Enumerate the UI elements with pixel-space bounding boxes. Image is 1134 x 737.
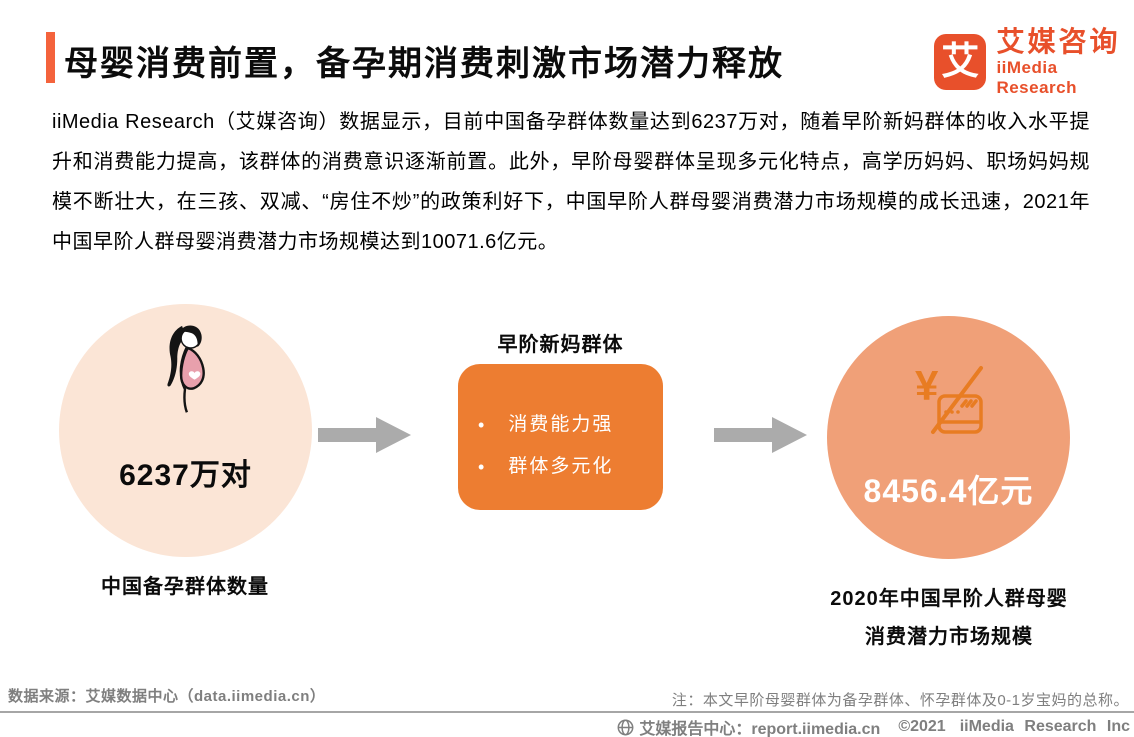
copyright-year: ©2021	[898, 718, 946, 735]
page-title: 母婴消费前置，备孕期消费刺激市场潜力释放	[64, 45, 784, 83]
yuan-credit-card-icon: ¥	[915, 364, 983, 434]
bullet-list: • 消费能力强 • 群体多元化	[458, 364, 663, 488]
logo-name-en: iiMedia Research	[996, 57, 1077, 97]
logo-mark-glyph: 艾	[941, 41, 980, 84]
globe-icon	[617, 719, 634, 736]
bullet-label: 消费能力强	[508, 414, 614, 435]
iimedia-logo-icon: 艾	[934, 34, 987, 91]
bullet-item: • 消费能力强	[478, 404, 663, 446]
data-source: 数据来源：艾媒数据中心（data.iimedia.cn）	[8, 688, 326, 705]
right-stat-label-line2: 消费潜力市场规模	[865, 626, 1033, 648]
middle-bullet-box: • 消费能力强 • 群体多元化	[458, 364, 663, 510]
bullet-label: 群体多元化	[508, 456, 614, 477]
yuan-symbol: ¥	[915, 364, 939, 409]
pregnant-woman-icon	[167, 325, 205, 413]
logo-name-cn: 艾媒咨询	[996, 26, 1121, 57]
iimedia-logo: 艾 艾媒咨询 iiMedia Research	[934, 26, 1134, 98]
logo-text: 艾媒咨询 iiMedia Research	[996, 26, 1134, 98]
right-stat-label: 2020年中国早阶人群母婴 消费潜力市场规模	[798, 580, 1100, 656]
right-arrow-icon	[714, 417, 807, 453]
right-stat-circle: ¥ 8456.4亿元	[827, 316, 1070, 559]
footer-line: 艾媒报告中心：report.iimedia.cn ©2021 iiMedia R…	[617, 715, 1130, 737]
bullet-dot: •	[478, 415, 487, 435]
left-stat-label: 中国备孕群体数量	[101, 576, 269, 598]
intro-paragraph: iiMedia Research（艾媒咨询）数据显示，目前中国备孕群体数量达到6…	[52, 111, 1090, 253]
right-arrow-icon	[318, 417, 411, 453]
report-center-link: 艾媒报告中心：report.iimedia.cn	[639, 721, 881, 737]
right-stat-label-line1: 2020年中国早阶人群母婴	[830, 588, 1068, 610]
left-stat-circle: 6237万对	[59, 304, 312, 557]
left-stat-value: 6237万对	[119, 459, 252, 492]
company-name: iiMedia Research Inc	[959, 718, 1130, 735]
bullet-dot: •	[478, 457, 487, 477]
footer-divider	[0, 711, 1134, 713]
middle-heading: 早阶新妈群体	[497, 334, 624, 356]
footnote: 注：本文早阶母婴群体为备孕群体、怀孕群体及0-1岁宝妈的总称。	[671, 692, 1129, 709]
title-accent-bar	[46, 32, 55, 83]
bullet-item: • 群体多元化	[478, 446, 663, 488]
right-stat-value: 8456.4亿元	[863, 473, 1034, 509]
